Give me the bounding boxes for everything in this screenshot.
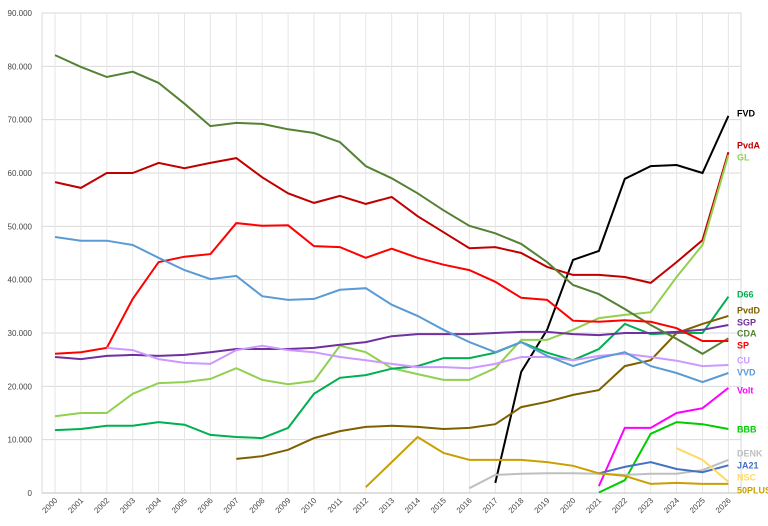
series-line	[597, 387, 730, 487]
y-tick-label: 80.000	[8, 62, 33, 71]
series-line	[54, 222, 729, 355]
y-tick-label: 10.000	[8, 436, 33, 445]
series-line	[106, 344, 729, 370]
series-label: PvdA	[737, 140, 761, 150]
series-label: Volt	[737, 385, 753, 395]
series-label: PvdD	[737, 305, 761, 315]
y-tick-label: 70.000	[8, 116, 33, 125]
series-line	[676, 447, 730, 483]
x-tick-label: 2019	[533, 496, 552, 515]
y-tick-label: 40.000	[8, 276, 33, 285]
x-tick-label: 2023	[636, 496, 655, 515]
y-tick-label: 30.000	[8, 329, 33, 338]
series-label: CDA	[737, 328, 757, 338]
x-tick-label: 2013	[377, 496, 396, 515]
series-label: DENK	[737, 448, 763, 458]
x-tick-label: 2014	[403, 496, 422, 515]
series-line	[54, 324, 729, 361]
series-label: SGP	[737, 317, 756, 327]
series-line	[365, 435, 729, 488]
x-tick-label: 2004	[144, 496, 163, 515]
series-label: GL	[737, 152, 750, 162]
x-tick-label: 2021	[584, 496, 603, 515]
x-tick-label: 2003	[118, 496, 137, 515]
x-tick-label: 2006	[196, 496, 215, 515]
series-line	[54, 236, 729, 384]
x-tick-label: 2026	[714, 496, 733, 515]
series-label: BBB	[737, 424, 757, 434]
series-label: NSC	[737, 472, 757, 482]
series-label: JA21	[737, 460, 759, 470]
x-tick-label: 2005	[170, 496, 189, 515]
series-label: FVD	[737, 108, 756, 118]
series-label: 50PLUS	[737, 485, 768, 495]
x-tick-label: 2018	[507, 496, 526, 515]
series-label: D66	[737, 289, 754, 299]
x-tick-label: 2017	[481, 496, 500, 515]
y-tick-label: 50.000	[8, 222, 33, 231]
y-tick-label: 90.000	[8, 9, 33, 18]
x-tick-label: 2011	[326, 496, 345, 515]
x-tick-label: 2024	[662, 496, 681, 515]
x-tick-label: 2001	[66, 496, 85, 515]
x-tick-label: 2016	[455, 496, 474, 515]
y-tick-label: 0	[28, 489, 33, 498]
x-tick-label: 2002	[92, 496, 111, 515]
series-label: SP	[737, 340, 749, 350]
series-line	[236, 314, 729, 460]
x-tick-label: 2025	[688, 496, 707, 515]
x-tick-label: 2008	[248, 496, 267, 515]
x-tick-label: 2007	[222, 496, 241, 515]
x-tick-label: 2010	[299, 496, 318, 515]
x-tick-label: 2015	[429, 496, 448, 515]
series-line	[598, 421, 729, 494]
x-tick-label: 2020	[558, 496, 577, 515]
x-tick-label: 2009	[274, 496, 293, 515]
series-label: CU	[737, 355, 750, 365]
x-tick-label: 2022	[610, 496, 629, 515]
series-line	[494, 115, 730, 484]
series-line	[54, 296, 730, 440]
series-line	[54, 54, 729, 355]
series-label: VVD	[737, 367, 756, 377]
series-line	[598, 461, 729, 475]
y-tick-label: 60.000	[8, 169, 33, 178]
x-tick-label: 2000	[40, 496, 59, 515]
series-line	[54, 151, 730, 284]
y-tick-label: 20.000	[8, 382, 33, 391]
x-tick-label: 2012	[351, 496, 370, 515]
